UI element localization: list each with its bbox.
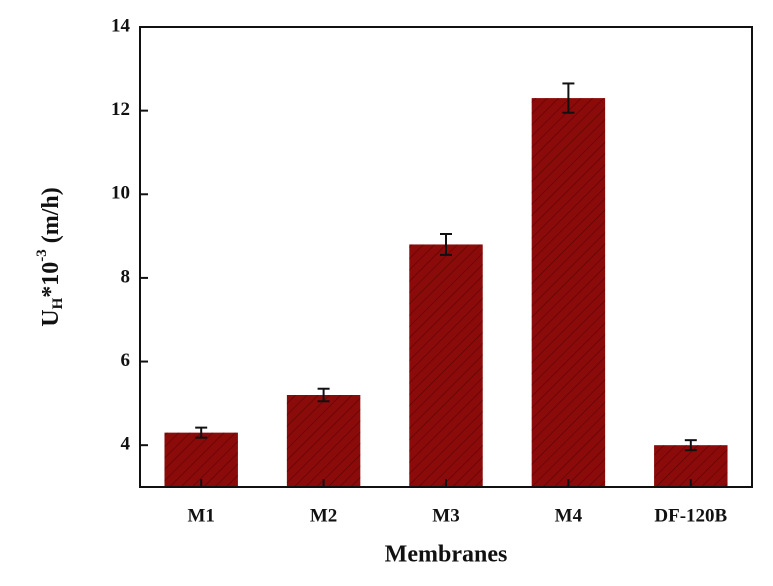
bar-hatch	[409, 244, 483, 487]
y-label-part: (m/h)	[38, 187, 64, 243]
y-tick-label: 4	[121, 434, 131, 455]
y-label-part: -3	[34, 249, 50, 262]
y-label-part: H	[50, 297, 66, 309]
y-tick-label: 8	[121, 266, 131, 287]
y-tick-label: 14	[111, 15, 131, 36]
x-tick-label: M4	[555, 505, 583, 526]
y-label-part: U	[38, 309, 64, 326]
x-tick-label: M2	[310, 505, 337, 526]
x-tick-label: M1	[187, 505, 214, 526]
y-label-part: *10	[38, 262, 64, 298]
y-tick-label: 12	[111, 99, 130, 120]
x-tick-label: DF-120B	[654, 505, 727, 526]
bar-hatch	[286, 395, 361, 487]
plot-frame	[139, 26, 753, 488]
x-tick-label: M3	[432, 505, 459, 526]
y-axis-label: UH*10-3 (m/h)	[34, 187, 66, 327]
bar-hatch	[164, 432, 238, 487]
x-axis-label: Membranes	[385, 542, 508, 568]
bar-hatch	[531, 98, 606, 487]
y-tick-label: 6	[121, 350, 131, 371]
y-tick-label: 10	[111, 183, 130, 204]
